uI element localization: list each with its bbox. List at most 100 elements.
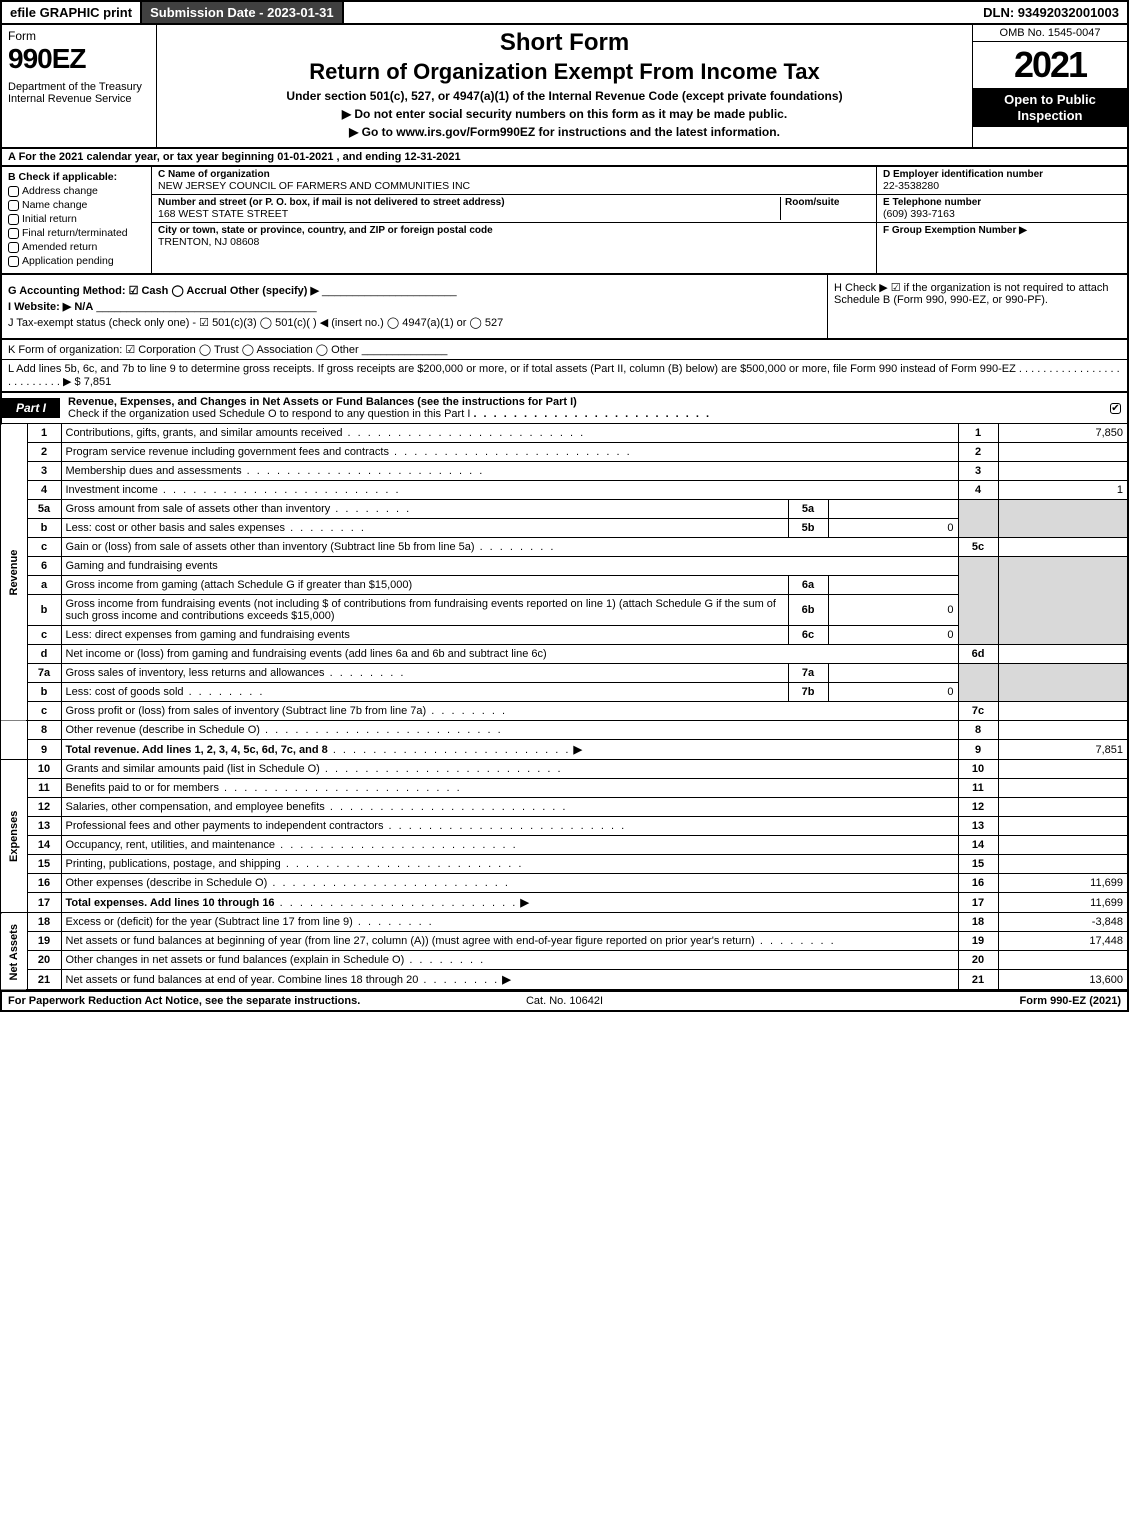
line-3-ref: 3: [958, 462, 998, 481]
header-right: OMB No. 1545-0047 2021 Open to Public In…: [972, 25, 1127, 147]
line-5b-num: b: [27, 519, 61, 538]
revenue-sidebar-2: [1, 721, 27, 760]
part-i-title: Revenue, Expenses, and Changes in Net As…: [68, 396, 577, 408]
line-6c-subamt: 0: [828, 626, 958, 645]
line-4-ref: 4: [958, 481, 998, 500]
chk-final-return[interactable]: Final return/terminated: [8, 227, 145, 239]
line-20-num: 20: [27, 951, 61, 970]
top-bar: efile GRAPHIC print Submission Date - 20…: [0, 0, 1129, 25]
line-15-num: 15: [27, 855, 61, 874]
part-i-checkbox[interactable]: [1110, 403, 1121, 414]
omb-number: OMB No. 1545-0047: [973, 25, 1127, 42]
line-5a-desc: Gross amount from sale of assets other t…: [66, 503, 331, 515]
line-19-amt: 17,448: [998, 932, 1128, 951]
line-19-desc: Net assets or fund balances at beginning…: [66, 935, 755, 947]
line-3-desc: Membership dues and assessments: [66, 465, 242, 477]
line-7ab-grey-amt: [998, 664, 1128, 702]
line-7a-num: 7a: [27, 664, 61, 683]
chk-name-change[interactable]: Name change: [8, 199, 145, 211]
footer-catno: Cat. No. 10642I: [526, 995, 603, 1007]
line-11-amt: [998, 779, 1128, 798]
line-5b-desc: Less: cost or other basis and sales expe…: [66, 522, 286, 534]
line-5ab-grey: [958, 500, 998, 538]
line-6c-num: c: [27, 626, 61, 645]
line-17-num: 17: [27, 893, 61, 913]
street-header: Number and street (or P. O. box, if mail…: [158, 197, 780, 208]
city-header: City or town, state or province, country…: [158, 225, 870, 236]
submission-date-button[interactable]: Submission Date - 2023-01-31: [142, 2, 344, 23]
line-18-desc: Excess or (deficit) for the year (Subtra…: [66, 916, 353, 928]
line-21-ref: 21: [958, 970, 998, 991]
line-5ab-grey-amt: [998, 500, 1128, 538]
line-7a-subamt: [828, 664, 958, 683]
line-20-amt: [998, 951, 1128, 970]
line-7a-desc: Gross sales of inventory, less returns a…: [66, 667, 325, 679]
line-12-desc: Salaries, other compensation, and employ…: [66, 801, 325, 813]
line-6a-num: a: [27, 576, 61, 595]
line-14-amt: [998, 836, 1128, 855]
expenses-sidebar: Expenses: [1, 760, 27, 913]
line-18-amt: -3,848: [998, 913, 1128, 932]
line-15-ref: 15: [958, 855, 998, 874]
line-12-amt: [998, 798, 1128, 817]
line-1-amt: 7,850: [998, 424, 1128, 443]
line-2-desc: Program service revenue including govern…: [66, 446, 389, 458]
line-21-desc: Net assets or fund balances at end of ye…: [66, 974, 419, 986]
b-label: B Check if applicable:: [8, 171, 145, 183]
e-header: E Telephone number: [883, 197, 1121, 208]
chk-initial-return[interactable]: Initial return: [8, 213, 145, 225]
line-14-ref: 14: [958, 836, 998, 855]
line-6d-desc: Net income or (loss) from gaming and fun…: [66, 648, 547, 660]
line-6d-ref: 6d: [958, 645, 998, 664]
line-17-desc: Total expenses. Add lines 10 through 16: [66, 897, 275, 909]
line-5a-num: 5a: [27, 500, 61, 519]
line-6a-sublbl: 6a: [788, 576, 828, 595]
footer-left: For Paperwork Reduction Act Notice, see …: [8, 995, 360, 1007]
line-7a-sublbl: 7a: [788, 664, 828, 683]
line-6-grey: [958, 557, 998, 645]
line-g: G Accounting Method: ☑ Cash ◯ Accrual Ot…: [8, 284, 821, 297]
line-10-amt: [998, 760, 1128, 779]
line-5c-amt: [998, 538, 1128, 557]
room-header: Room/suite: [785, 197, 870, 208]
line-7b-desc: Less: cost of goods sold: [66, 686, 184, 698]
line-9-amt: 7,851: [998, 740, 1128, 760]
line-l: L Add lines 5b, 6c, and 7b to line 9 to …: [0, 360, 1129, 393]
line-5a-sublbl: 5a: [788, 500, 828, 519]
line-14-num: 14: [27, 836, 61, 855]
efile-print-button[interactable]: efile GRAPHIC print: [2, 2, 142, 23]
line-16-num: 16: [27, 874, 61, 893]
line-h: H Check ▶ ☑ if the organization is not r…: [834, 281, 1121, 306]
ein-value: 22-3538280: [883, 180, 1121, 192]
f-header: F Group Exemption Number ▶: [883, 225, 1121, 236]
line-12-num: 12: [27, 798, 61, 817]
line-6b-subamt: 0: [828, 595, 958, 626]
line-7c-num: c: [27, 702, 61, 721]
line-9-desc: Total revenue. Add lines 1, 2, 3, 4, 5c,…: [66, 744, 328, 756]
form-subtitle: Under section 501(c), 527, or 4947(a)(1)…: [165, 89, 964, 103]
line-7ab-grey: [958, 664, 998, 702]
line-6b-desc: Gross income from fundraising events (no…: [66, 598, 776, 622]
line-18-num: 18: [27, 913, 61, 932]
line-16-amt: 11,699: [998, 874, 1128, 893]
line-6c-desc: Less: direct expenses from gaming and fu…: [66, 629, 350, 641]
dln-label: DLN: 93492032001003: [975, 2, 1127, 23]
line-6b-num: b: [27, 595, 61, 626]
street-address: 168 WEST STATE STREET: [158, 208, 780, 220]
chk-address-change[interactable]: Address change: [8, 185, 145, 197]
line-i: I Website: ▶ N/A _______________________…: [8, 300, 821, 313]
line-4-num: 4: [27, 481, 61, 500]
line-4-desc: Investment income: [66, 484, 158, 496]
line-11-ref: 11: [958, 779, 998, 798]
line-19-ref: 19: [958, 932, 998, 951]
line-13-ref: 13: [958, 817, 998, 836]
revenue-sidebar: Revenue: [1, 424, 27, 721]
line-2-num: 2: [27, 443, 61, 462]
line-j: J Tax-exempt status (check only one) - ☑…: [8, 316, 821, 329]
chk-amended-return[interactable]: Amended return: [8, 241, 145, 253]
line-6d-num: d: [27, 645, 61, 664]
phone-value: (609) 393-7163: [883, 208, 1121, 220]
line-6a-desc: Gross income from gaming (attach Schedul…: [66, 579, 413, 591]
line-16-desc: Other expenses (describe in Schedule O): [66, 877, 268, 889]
chk-application-pending[interactable]: Application pending: [8, 255, 145, 267]
